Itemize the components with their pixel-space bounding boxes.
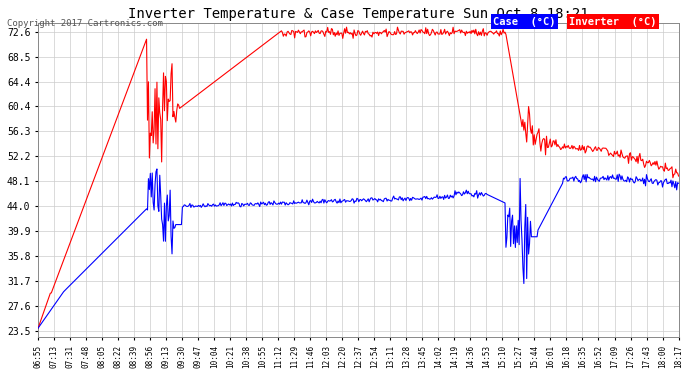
Text: Inverter  (°C): Inverter (°C) xyxy=(569,17,657,27)
Text: Case  (°C): Case (°C) xyxy=(493,17,556,27)
Text: Copyright 2017 Cartronics.com: Copyright 2017 Cartronics.com xyxy=(7,19,163,28)
Title: Inverter Temperature & Case Temperature Sun Oct 8 18:21: Inverter Temperature & Case Temperature … xyxy=(128,7,589,21)
